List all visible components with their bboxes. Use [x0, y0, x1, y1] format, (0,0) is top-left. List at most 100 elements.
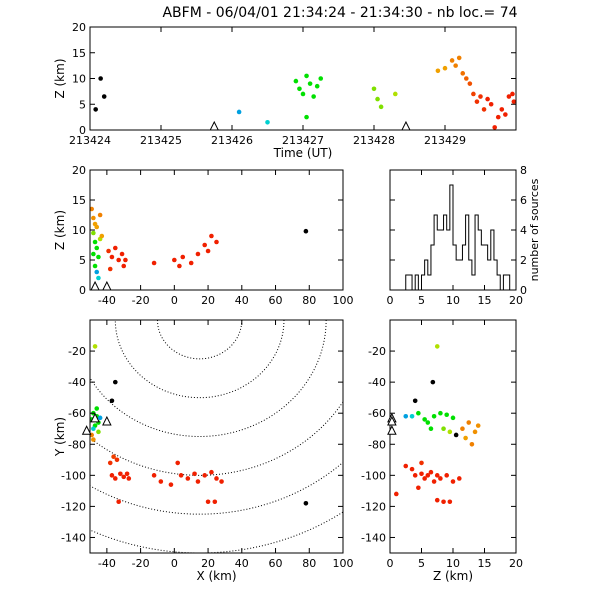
source-point — [90, 206, 94, 212]
x-tick-label: 20 — [509, 557, 523, 570]
source-point — [457, 476, 462, 481]
source-point — [91, 251, 96, 257]
source-point — [466, 420, 472, 425]
station-triangle — [81, 425, 92, 435]
x-axis-label: X (km) — [196, 569, 236, 583]
y-tick-label: -40 — [68, 376, 86, 389]
x-tick-label: 0 — [387, 294, 394, 307]
source-point — [434, 344, 440, 349]
source-point — [212, 499, 218, 505]
source-point — [168, 482, 174, 487]
y-tick-label: 0 — [79, 124, 86, 137]
source-point — [467, 81, 473, 86]
x-tick-label: -20 — [132, 294, 150, 307]
source-point — [91, 215, 96, 221]
source-point — [92, 344, 98, 349]
x-tick-label: 100 — [333, 294, 354, 307]
source-point — [96, 429, 101, 435]
source-point — [92, 263, 98, 269]
y-axis-label: Z (km) — [53, 210, 67, 250]
source-point — [304, 114, 309, 120]
source-point — [460, 426, 465, 432]
source-point — [106, 248, 111, 254]
station-triangle — [401, 120, 411, 131]
source-point — [434, 473, 440, 478]
range-ring — [90, 461, 343, 515]
x-axis-label: Z (km) — [433, 569, 473, 583]
source-point — [371, 86, 377, 92]
station-triangle — [90, 280, 100, 291]
figure-title: ABFM - 06/04/01 21:34:24 - 21:34:30 - nb… — [162, 5, 517, 21]
source-point — [485, 96, 490, 102]
source-point — [419, 471, 424, 477]
y-axis-label: number of sources — [528, 178, 541, 281]
source-point — [109, 254, 115, 260]
source-point — [471, 91, 476, 97]
source-point — [488, 101, 494, 107]
source-point — [202, 242, 207, 248]
x-tick-label: 5 — [418, 294, 425, 307]
source-point — [178, 473, 184, 478]
x-tick-label: 20 — [201, 557, 215, 570]
source-point — [428, 469, 434, 475]
source-point — [435, 68, 441, 74]
y-tick-label: -100 — [361, 469, 386, 482]
source-point — [506, 94, 512, 99]
station-triangle — [387, 415, 397, 426]
source-point — [403, 414, 409, 419]
x-axis-label: Time (UT) — [273, 146, 333, 160]
y-tick-label: -80 — [68, 438, 86, 451]
source-point — [409, 414, 415, 419]
plot-area — [93, 55, 516, 130]
x-tick-label: 20 — [509, 294, 523, 307]
source-point — [124, 471, 130, 477]
source-point — [403, 463, 409, 469]
source-point — [101, 94, 107, 99]
y-tick-label: 4 — [520, 224, 527, 237]
source-point — [492, 125, 498, 130]
source-point — [393, 91, 398, 97]
source-point — [453, 432, 459, 438]
source-point — [177, 263, 182, 269]
source-point — [438, 410, 443, 416]
station-triangle — [387, 425, 397, 435]
source-point — [209, 233, 214, 239]
source-point — [499, 107, 505, 112]
x-tick-label: -20 — [132, 557, 150, 570]
y-tick-label: -140 — [61, 531, 86, 544]
axis-frame — [89, 319, 344, 554]
source-point — [121, 263, 127, 269]
source-point — [114, 457, 120, 463]
y-tick-label: 15 — [72, 194, 86, 207]
source-point — [449, 58, 455, 63]
y-tick-label: -20 — [368, 345, 386, 358]
x-tick-label: 213429 — [424, 134, 466, 147]
source-point — [98, 76, 103, 81]
source-point — [109, 398, 115, 404]
source-point — [430, 379, 436, 385]
plot-area — [90, 206, 309, 281]
source-point — [378, 104, 384, 110]
x-tick-label: 60 — [269, 557, 283, 570]
x-tick-label: 213427 — [282, 134, 324, 147]
source-point — [97, 212, 103, 218]
station-triangle — [90, 412, 100, 423]
source-point — [422, 417, 427, 422]
y-tick-label: 20 — [72, 21, 86, 34]
x-tick-label: 10 — [446, 294, 460, 307]
y-tick-label: 15 — [72, 47, 86, 60]
source-point — [109, 473, 115, 478]
source-point — [303, 500, 309, 506]
source-point — [307, 81, 313, 86]
source-point — [113, 379, 118, 385]
y-tick-label: 8 — [520, 164, 527, 177]
x-tick-label: 15 — [478, 557, 492, 570]
source-point — [422, 476, 427, 481]
source-point — [412, 398, 418, 404]
axis-frame — [389, 319, 517, 554]
y-axis-label: Z (km) — [53, 58, 67, 98]
source-point — [293, 78, 299, 84]
x-tick-label: 80 — [302, 557, 316, 570]
